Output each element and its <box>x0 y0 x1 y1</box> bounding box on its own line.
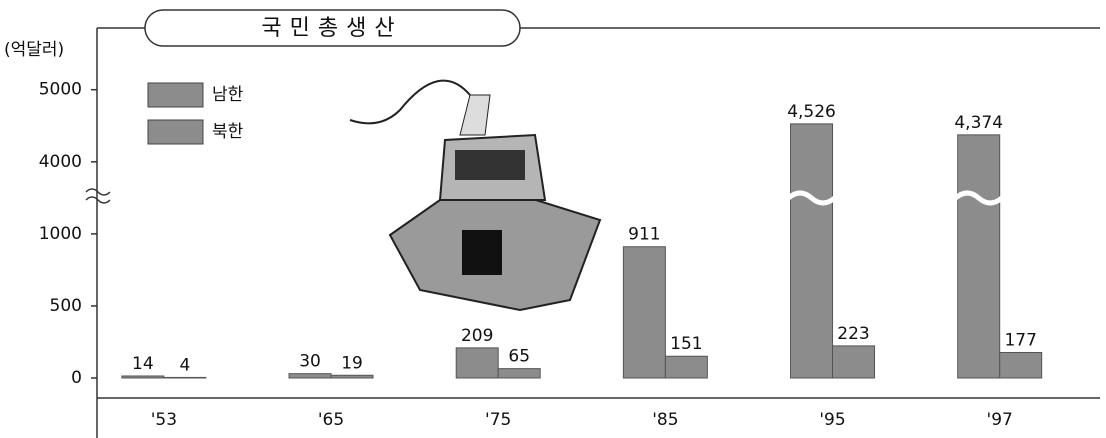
data-label: 209 <box>461 326 493 346</box>
x-tick-label: '65 <box>318 410 344 430</box>
y-tick-label: 0 <box>71 368 82 388</box>
y-tick-label: 1000 <box>39 224 82 244</box>
x-tick-label: '97 <box>987 410 1013 430</box>
x-tick-label: '75 <box>485 410 511 430</box>
chart-title: 국민총생산 <box>261 16 402 41</box>
legend-label: 남한 <box>212 85 244 105</box>
data-label: 65 <box>508 347 530 367</box>
bar <box>163 376 207 379</box>
data-label: 14 <box>132 354 154 374</box>
y-tick-label: 500 <box>50 296 82 316</box>
axis-break <box>85 188 111 204</box>
bar <box>121 375 165 379</box>
bar <box>664 355 708 379</box>
y-unit: (억달러) <box>4 40 64 60</box>
data-label: 30 <box>299 352 321 372</box>
y-tick-label: 5000 <box>39 80 82 100</box>
title-box <box>144 9 521 47</box>
bar <box>832 345 876 379</box>
bar <box>330 374 374 379</box>
bar <box>790 123 834 379</box>
bar <box>455 347 499 379</box>
data-label: 177 <box>1004 330 1036 350</box>
bar-break <box>786 190 837 206</box>
bar-break <box>954 190 1004 206</box>
bar <box>999 351 1043 379</box>
data-label: 4,374 <box>954 113 1003 133</box>
x-tick-label: '53 <box>151 410 177 430</box>
data-label: 4,526 <box>787 102 836 122</box>
legend-swatch <box>147 82 204 108</box>
legend-swatch <box>147 119 204 145</box>
bar <box>288 373 332 379</box>
data-label: 19 <box>341 353 363 373</box>
data-label: 223 <box>837 324 869 344</box>
bar <box>957 134 1001 379</box>
illustration <box>349 79 602 312</box>
y-tick-label: 4000 <box>39 152 82 172</box>
bar <box>497 368 541 379</box>
legend-label: 북한 <box>212 122 244 142</box>
data-label: 4 <box>179 355 190 375</box>
x-tick-label: '85 <box>652 410 678 430</box>
data-label: 151 <box>670 334 702 354</box>
data-label: 911 <box>628 225 660 245</box>
bar <box>622 246 666 379</box>
x-tick-label: '95 <box>819 410 845 430</box>
